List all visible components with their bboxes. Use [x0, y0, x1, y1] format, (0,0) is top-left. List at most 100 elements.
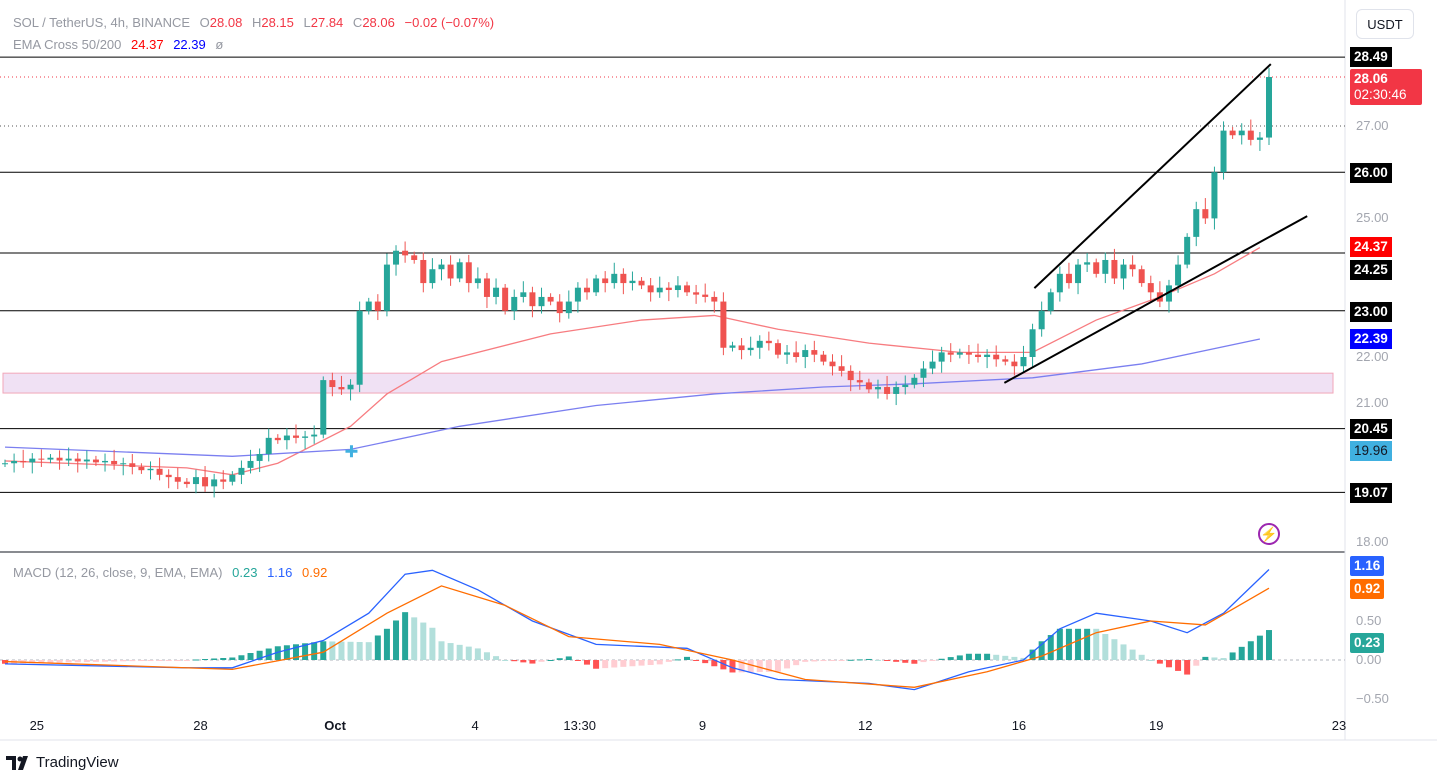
- candle-body: [738, 345, 745, 351]
- time-axis-label: 13:30: [563, 718, 596, 733]
- ema50-tag: 24.37: [1350, 237, 1392, 257]
- candle-body: [820, 354, 827, 362]
- lightning-icon[interactable]: ⚡: [1258, 523, 1280, 545]
- price-axis-label: 25.00: [1356, 210, 1389, 226]
- brand-name: TradingView: [36, 754, 119, 771]
- macd-histogram-bar: [102, 660, 109, 662]
- macd-histogram-bar: [211, 658, 218, 660]
- candle-body: [1147, 283, 1154, 293]
- currency-button[interactable]: USDT: [1356, 9, 1414, 39]
- low-value: 27.84: [310, 15, 344, 30]
- candle-body: [165, 474, 172, 478]
- time-axis-label: Oct: [324, 718, 346, 733]
- macd-histogram-bar: [292, 644, 299, 660]
- candle-body: [220, 479, 227, 482]
- macd-histogram-bar: [602, 660, 609, 669]
- candle-body: [1002, 359, 1009, 362]
- ema200-tag: 22.39: [1350, 329, 1392, 349]
- macd-histogram-bar: [1175, 660, 1182, 671]
- macd-histogram-bar: [320, 641, 327, 660]
- macd-histogram-bar: [1129, 649, 1136, 660]
- candle-body: [238, 467, 245, 475]
- candle-body: [684, 285, 691, 293]
- candle-body: [865, 382, 872, 390]
- macd-histogram-bar: [1266, 630, 1272, 660]
- candle-body: [975, 354, 982, 357]
- ema50-line: [4, 246, 1261, 476]
- macd-histogram-bar: [274, 646, 281, 660]
- candle-body: [447, 264, 454, 279]
- candle-body: [538, 296, 545, 307]
- macd-histogram-bar: [920, 660, 927, 663]
- macd-histogram-bar: [238, 655, 245, 660]
- candle-body: [756, 340, 763, 348]
- candle-body: [1075, 264, 1082, 284]
- candle-body: [11, 460, 18, 464]
- macd-histogram-bar: [456, 644, 463, 660]
- candle-body: [211, 479, 218, 487]
- candle-body: [702, 294, 709, 297]
- hist-tag: 0.23: [1350, 633, 1385, 653]
- candle-body: [1238, 130, 1245, 136]
- macd-axis-label: 0.00: [1356, 652, 1382, 667]
- candle-body: [1020, 357, 1027, 367]
- candle-body: [720, 301, 727, 348]
- macd-histogram-bar: [884, 660, 891, 661]
- price-axis-label: 27.00: [1356, 118, 1389, 133]
- macd-histogram-bar: [165, 660, 172, 661]
- candle-body: [474, 278, 481, 284]
- macd-histogram-bar: [411, 617, 418, 660]
- macd-histogram-bar: [138, 660, 145, 661]
- candle-body: [1065, 273, 1072, 284]
- macd-histogram-bar: [865, 658, 872, 660]
- candle-body: [729, 345, 736, 348]
- time-axis-label: 25: [29, 718, 45, 733]
- signal-line: [4, 585, 1270, 688]
- macd-histogram-bar: [774, 660, 781, 672]
- ema-legend: EMA Cross 50/200 24.37 22.39 ø: [13, 37, 229, 52]
- macd-histogram-bar: [483, 652, 490, 660]
- candle-body: [784, 352, 791, 355]
- candle-body: [793, 352, 800, 357]
- macd-histogram-bar: [520, 660, 527, 663]
- macd-histogram-bar: [111, 660, 118, 662]
- macd-histogram-bar: [247, 653, 254, 660]
- candle-body: [1138, 269, 1145, 284]
- macd-histogram-bar: [38, 660, 45, 663]
- candle-body: [138, 466, 145, 471]
- price-axis-label: 22.00: [1356, 349, 1389, 364]
- macd-histogram-bar: [347, 641, 354, 660]
- candle-body: [1120, 264, 1127, 279]
- macd-histogram-bar: [720, 660, 727, 670]
- o-label: O: [199, 15, 210, 30]
- high-value: 28.15: [261, 15, 294, 30]
- ema200-line: [4, 338, 1261, 457]
- candle-body: [647, 285, 654, 293]
- macd-histogram-bar: [502, 660, 509, 661]
- candle-body: [1102, 259, 1109, 274]
- macd-histogram-bar: [74, 660, 81, 663]
- candle-body: [638, 280, 645, 286]
- macd-histogram-bar: [65, 660, 72, 663]
- macd-histogram-bar: [1247, 641, 1254, 660]
- price-axis-label: 21.00: [1356, 395, 1389, 411]
- candle-body: [511, 296, 518, 311]
- ohlc-open: O28.08: [200, 15, 243, 30]
- candle-body: [192, 477, 199, 485]
- time-axis-label: 19: [1149, 718, 1164, 733]
- candle-body: [465, 262, 472, 284]
- level-tag: 19.07: [1350, 483, 1392, 503]
- candle-body: [956, 352, 963, 355]
- macd-histogram-bar: [1056, 628, 1063, 660]
- c-label: C: [352, 15, 363, 30]
- candle-body: [765, 340, 772, 344]
- macd-histogram-bar: [702, 660, 709, 664]
- macd-histogram-bar: [1238, 646, 1245, 660]
- macd-histogram-bar: [538, 660, 545, 662]
- candle-body: [383, 264, 390, 311]
- candle-body: [38, 458, 45, 460]
- ohlc-close: C28.06: [353, 15, 395, 30]
- ema200-value: 22.39: [173, 37, 206, 52]
- candle-body: [74, 458, 81, 462]
